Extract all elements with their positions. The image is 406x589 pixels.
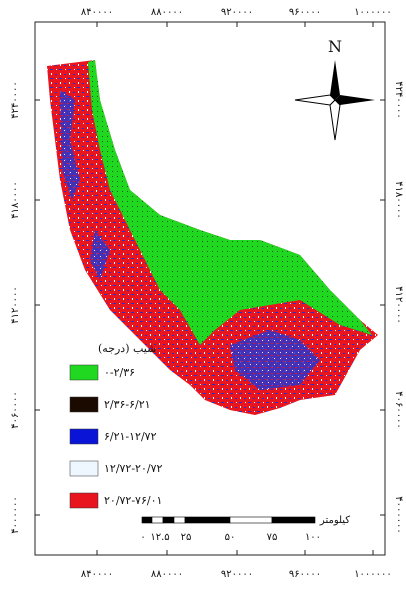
legend-label: ۶/۲۱-۱۲/۷۲ — [104, 430, 157, 443]
legend-swatch — [70, 397, 98, 412]
legend-label: ۲۰/۷۲-۷۶/۰۱ — [104, 494, 162, 507]
y-tick-label: ۴۰۶۰۰۰۰ — [393, 391, 404, 429]
legend-label: ۱۲/۷۲-۲۰/۷۲ — [104, 462, 162, 475]
north-label: N — [328, 37, 342, 56]
y-tick-label: ۴۱۲۰۰۰۰ — [10, 286, 21, 324]
scale-segment — [230, 517, 272, 523]
legend-swatch — [70, 365, 98, 380]
x-tick-label: ۸۴۰۰۰۰ — [81, 569, 113, 580]
scale-segment — [163, 517, 174, 523]
legend-swatch — [70, 493, 98, 508]
y-tick-label: ۴۰۰۰۰۰۰ — [10, 496, 21, 534]
x-tick-label: ۹۶۰۰۰۰ — [289, 569, 321, 580]
legend-label: ۰-۲/۳۶ — [104, 366, 135, 379]
scale-label: ۲۵ — [181, 532, 192, 543]
y-tick-label: ۴۱۲۰۰۰۰ — [393, 286, 404, 324]
scale-segment — [152, 517, 163, 523]
legend-label: ۲/۳۶-۶/۲۱ — [104, 398, 151, 411]
y-tick-label: ۴۲۴۰۰۰۰ — [10, 81, 21, 119]
scale-segment — [174, 517, 185, 523]
scale-label: ۷۵ — [267, 532, 278, 543]
x-tick-label: ۱۰۰۰۰۰۰ — [354, 7, 392, 18]
x-tick-label: ۸۸۰۰۰۰ — [151, 569, 183, 580]
x-tick-label: ۹۲۰۰۰۰ — [221, 569, 253, 580]
legend-title: شیب (درجه) — [98, 342, 156, 355]
map-figure: ۸۴۰۰۰۰ ۸۴۰۰۰۰ ۸۸۰۰۰۰ ۸۸۰۰۰۰ ۹۲۰۰۰۰ ۹۲۰۰۰۰ ۹۶۰۰… — [0, 0, 406, 585]
x-tick-label: ۹۶۰۰۰۰ — [289, 7, 321, 18]
scale-segment — [272, 517, 315, 523]
scale-unit: کیلومتر — [319, 515, 350, 526]
scale-segment — [185, 517, 230, 523]
y-tick-label: ۴۰۰۰۰۰۰ — [393, 496, 404, 534]
y-tick-label: ۴۱۸۰۰۰۰ — [10, 181, 21, 219]
x-tick-label: ۱۰۰۰۰۰۰ — [354, 569, 392, 580]
x-tick-label: ۹۲۰۰۰۰ — [221, 7, 253, 18]
legend-swatch — [70, 461, 98, 476]
legend-swatch — [70, 429, 98, 444]
scale-label: ۱۲.۵ — [150, 532, 169, 543]
y-tick-label: ۴۲۴۰۰۰۰ — [393, 81, 404, 119]
scale-label: ۰ — [140, 532, 145, 543]
scale-label: ۵۰ — [225, 532, 236, 543]
y-tick-label: ۴۰۶۰۰۰۰ — [10, 391, 21, 429]
scale-segment — [142, 517, 152, 523]
y-tick-label: ۴۱۸۰۰۰۰ — [393, 181, 404, 219]
scale-label: ۱۰۰ — [305, 532, 321, 543]
x-tick-label: ۸۸۰۰۰۰ — [151, 7, 183, 18]
x-tick-label: ۸۴۰۰۰۰ — [81, 7, 113, 18]
